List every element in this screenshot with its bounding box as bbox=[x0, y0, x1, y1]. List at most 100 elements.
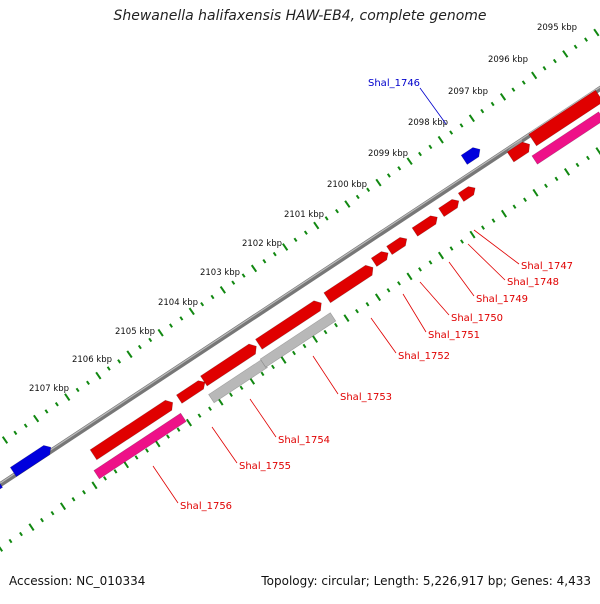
gene-label: Shal_1749 bbox=[476, 294, 528, 305]
gc-dash bbox=[231, 280, 236, 285]
gc-dash bbox=[480, 108, 485, 114]
gc-dash bbox=[562, 50, 569, 58]
gc-dash bbox=[468, 114, 475, 123]
gene-features bbox=[0, 87, 600, 490]
gc-dash bbox=[481, 225, 485, 230]
gc-dash bbox=[575, 162, 580, 168]
gc-dash bbox=[323, 329, 328, 335]
gc-dash bbox=[260, 371, 265, 377]
gene-block-shal-1753-highlight bbox=[200, 341, 249, 376]
gc-dash bbox=[343, 314, 350, 323]
gc-dash bbox=[552, 58, 557, 64]
gene-label: Shal_1748 bbox=[507, 277, 559, 288]
gc-dash bbox=[428, 260, 433, 265]
gc-skew-track-outer bbox=[1, 28, 600, 444]
gene-block-shal-1752 bbox=[255, 300, 322, 350]
gc-dash bbox=[460, 239, 464, 244]
genome-backbone bbox=[0, 85, 600, 488]
gc-dash bbox=[386, 173, 391, 178]
gc-dash bbox=[13, 430, 18, 436]
gene-labels: Shal_1746 Shal_1747 Shal_1748 Shal_1749 Shal… bbox=[152, 78, 573, 512]
gene-block-upper-pink-highlight bbox=[531, 108, 599, 156]
gc-dash bbox=[544, 183, 548, 189]
gc-dash bbox=[406, 157, 413, 166]
gene-block-blue-left bbox=[9, 445, 52, 478]
gene-label: Shal_1746 bbox=[368, 78, 420, 89]
gene-block-shal-1749-highlight bbox=[386, 234, 400, 247]
gc-dash bbox=[459, 123, 464, 128]
gene-block-gray-b-highlight bbox=[260, 309, 331, 359]
gc-dash bbox=[449, 130, 454, 135]
gc-dash bbox=[0, 546, 4, 552]
gene-leader-line bbox=[249, 398, 277, 438]
gc-dash bbox=[1, 436, 9, 444]
gc-dash bbox=[95, 371, 102, 380]
gene-leader-line bbox=[312, 355, 339, 395]
tick-label: 2104 kbp bbox=[158, 298, 198, 308]
gene-block-shal-1751 bbox=[323, 264, 374, 304]
gene-label: Shal_1753 bbox=[340, 392, 392, 403]
gc-dash bbox=[200, 301, 205, 307]
gc-dash bbox=[272, 251, 277, 257]
gene-block-shal-1748 bbox=[411, 215, 438, 237]
tick-label: 2105 kbp bbox=[115, 327, 155, 337]
gc-dash bbox=[82, 490, 86, 495]
gene-block-shal-1755-highlight bbox=[90, 397, 166, 450]
gc-dash bbox=[563, 168, 571, 176]
gc-dash bbox=[75, 387, 80, 393]
gc-dash bbox=[23, 423, 28, 428]
gc-dash bbox=[134, 455, 139, 460]
gc-dash bbox=[106, 366, 111, 371]
gene-leader-line bbox=[211, 426, 238, 464]
gc-dash bbox=[40, 517, 44, 523]
gene-label: Shal_1747 bbox=[521, 261, 573, 272]
gc-dash bbox=[219, 286, 226, 294]
gc-dash bbox=[586, 155, 590, 161]
gc-dash bbox=[59, 502, 67, 511]
gene-block-shal-1747-highlight bbox=[438, 196, 452, 209]
gc-dash bbox=[50, 510, 55, 516]
genome-stats-text: Topology: circular; Length: 5,226,917 bp… bbox=[261, 574, 591, 588]
gene-block-upper-pink bbox=[531, 111, 600, 165]
gene-label: Shal_1755 bbox=[239, 461, 291, 472]
gc-dash bbox=[335, 209, 339, 214]
gene-leader-line bbox=[473, 229, 520, 265]
gc-dash bbox=[512, 204, 517, 209]
gene-block-shal-1746 bbox=[460, 147, 481, 165]
gc-dash bbox=[355, 308, 359, 314]
gene-leader-line bbox=[419, 281, 450, 316]
gc-dash bbox=[33, 414, 40, 423]
gc-dash bbox=[54, 402, 59, 407]
gc-dash bbox=[499, 92, 507, 101]
gc-dash bbox=[64, 393, 71, 401]
gc-dash bbox=[532, 188, 539, 197]
gc-dash bbox=[344, 200, 351, 208]
gc-dash bbox=[292, 350, 296, 356]
gc-dash bbox=[584, 37, 588, 42]
gene-block-shal-1754 bbox=[175, 380, 206, 404]
gene-leader-line bbox=[152, 465, 179, 504]
gc-dash bbox=[8, 538, 13, 544]
gc-dash bbox=[324, 216, 329, 221]
gc-dash bbox=[280, 356, 287, 364]
gc-dash bbox=[418, 267, 422, 272]
gc-dash bbox=[397, 166, 402, 171]
gc-dash bbox=[91, 481, 98, 490]
gene-block-gray-a-highlight bbox=[208, 356, 262, 395]
tick-label: 2107 kbp bbox=[29, 384, 69, 394]
gene-block-upper-a-highlight bbox=[507, 139, 523, 152]
tick-label: 2095 kbp bbox=[537, 23, 577, 33]
gene-block-shal-1754-highlight bbox=[176, 377, 199, 395]
gc-dash bbox=[148, 337, 153, 343]
gc-dash bbox=[437, 251, 445, 260]
gc-dash bbox=[166, 434, 170, 439]
gc-dash bbox=[406, 272, 413, 281]
gc-dash bbox=[169, 323, 173, 328]
gene-block-shal-1747 bbox=[438, 199, 460, 217]
gene-leader-line bbox=[448, 261, 475, 297]
gene-block-shal-1751-highlight bbox=[323, 262, 366, 293]
gene-block-shal-1747b bbox=[457, 186, 476, 202]
gc-dash bbox=[355, 194, 360, 200]
gc-dash bbox=[137, 344, 142, 350]
gc-dash bbox=[573, 44, 578, 49]
